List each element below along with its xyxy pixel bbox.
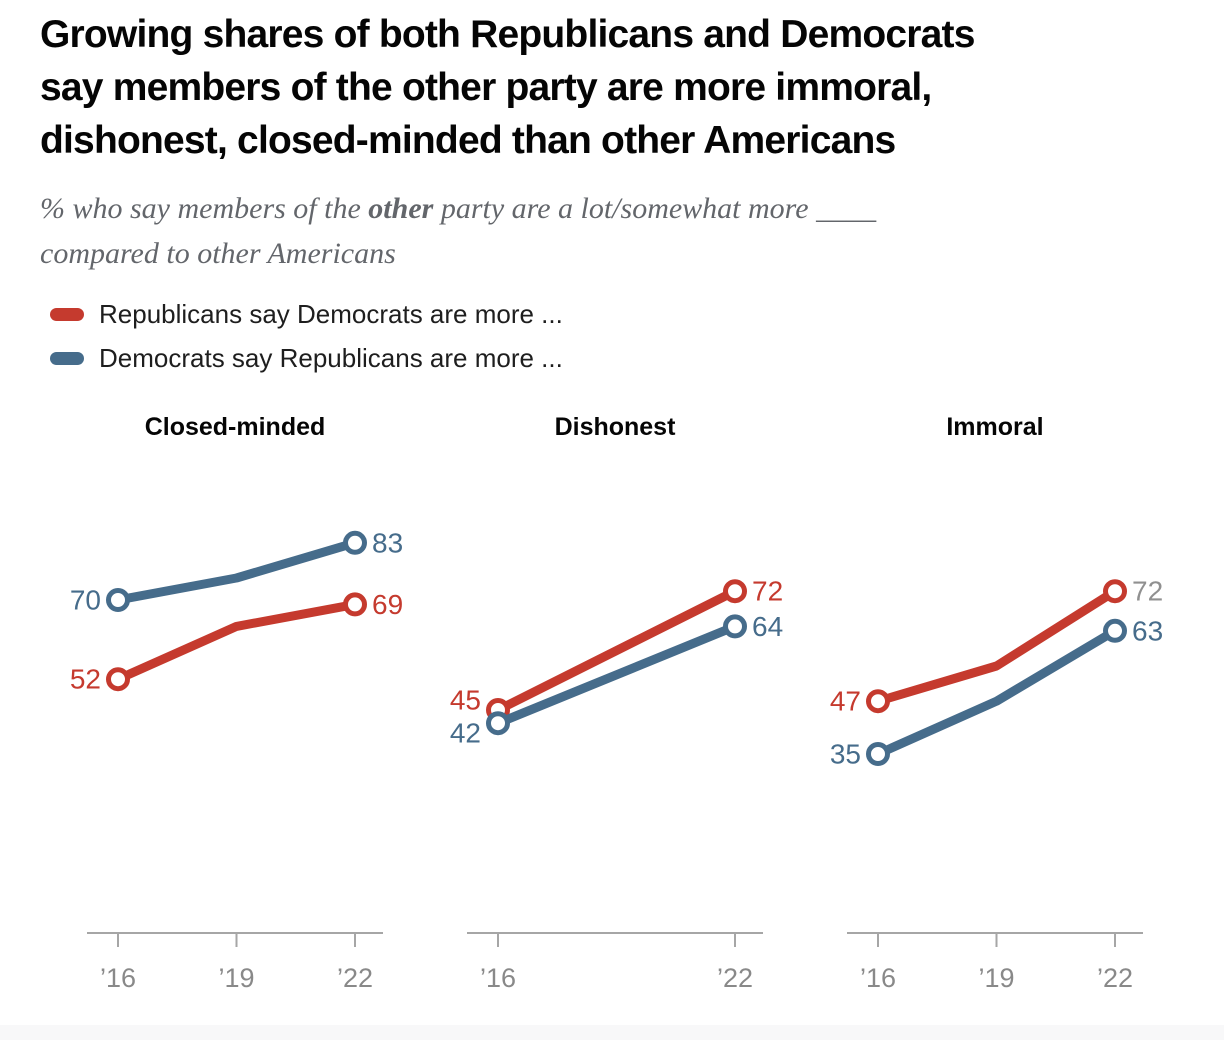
- axis-tick-label: ’19: [978, 963, 1014, 993]
- data-point-marker-democrat: [723, 614, 747, 639]
- panel-title: Closed-minded: [144, 413, 326, 441]
- data-point-marker-republican: [866, 689, 890, 714]
- panel-closed-minded: Closed-minded ’16 ’19 ’22 70 52 83 69: [45, 413, 425, 1000]
- data-point-marker-republican: [343, 592, 367, 617]
- series-line-democrat: [493, 621, 740, 728]
- data-point-marker-republican: [1103, 579, 1127, 604]
- value-label: 72: [752, 576, 783, 607]
- chart-subtitle: % who say members of the other party are…: [40, 186, 876, 276]
- value-label: 42: [450, 718, 481, 749]
- panel-chart-svg: ’16 ’19 ’22 70 52 83 69: [70, 527, 403, 993]
- value-label: 69: [372, 589, 403, 620]
- subtitle-bold-word: other: [368, 192, 434, 225]
- data-point-marker-republican: [723, 579, 747, 604]
- value-label: 64: [752, 611, 783, 642]
- panel-title: Immoral: [946, 413, 1044, 441]
- value-label: 47: [830, 686, 861, 717]
- axis-tick-label: ’16: [480, 963, 516, 993]
- legend-label: Democrats say Republicans are more ...: [99, 342, 563, 373]
- data-point-marker-republican: [106, 667, 130, 692]
- value-label: 45: [450, 685, 481, 716]
- legend-item-republicans: Republicans say Democrats are more ...: [50, 297, 563, 331]
- chart-legend: Republicans say Democrats are more ... D…: [50, 297, 563, 385]
- chart-title-line-2: say members of the other party are more …: [40, 66, 932, 109]
- chart-subtitle-line-2: compared to other Americans: [40, 237, 396, 270]
- series-line-republican: [873, 586, 1120, 706]
- panel-title: Dishonest: [554, 413, 676, 441]
- value-label: 72: [1132, 576, 1163, 607]
- republican-line-swatch-icon: [50, 307, 84, 321]
- data-point-marker-democrat: [866, 742, 890, 766]
- value-label: 63: [1132, 615, 1163, 646]
- axis-tick-label: ’19: [218, 963, 254, 993]
- axis-tick-label: ’16: [100, 963, 136, 993]
- value-label: 70: [70, 585, 101, 616]
- subtitle-blank: ____: [816, 192, 877, 225]
- chart-title-line-1: Growing shares of both Republicans and D…: [40, 13, 975, 56]
- data-point-marker-democrat: [343, 530, 367, 555]
- data-point-marker-democrat: [486, 711, 510, 736]
- value-label: 52: [70, 664, 101, 695]
- value-label: 35: [830, 739, 861, 770]
- axis-tick-label: ’16: [860, 963, 896, 993]
- axis-tick-label: ’22: [717, 963, 753, 993]
- series-line-democrat: [873, 626, 1120, 759]
- series-line-democrat: [113, 538, 360, 605]
- value-label: 83: [372, 527, 403, 558]
- axis-tick-label: ’22: [1097, 963, 1133, 993]
- panel-dishonest: Dishonest ’16 ’22 45 42 72 64: [425, 413, 805, 1000]
- chart-title-line-3: dishonest, closed-minded than other Amer…: [40, 119, 896, 162]
- democrat-line-swatch-icon: [50, 351, 84, 365]
- data-point-marker-democrat: [1103, 618, 1127, 643]
- panel-immoral: Immoral ’16 ’19 ’22 47 35 72 63: [805, 413, 1185, 1000]
- series-line-republican: [493, 586, 740, 715]
- panel-chart-svg: ’16 ’19 ’22 47 35 72 63: [830, 576, 1163, 993]
- data-point-marker-democrat: [106, 588, 130, 612]
- chart-subtitle-line-1: % who say members of the other party are…: [40, 192, 877, 225]
- axis-tick-label: ’22: [337, 963, 373, 993]
- footer-strip: [0, 1025, 1224, 1040]
- legend-item-democrats: Democrats say Republicans are more ...: [50, 341, 563, 375]
- series-line-republican: [113, 599, 360, 684]
- legend-label: Republicans say Democrats are more ...: [99, 298, 563, 329]
- chart-title: Growing shares of both Republicans and D…: [40, 8, 975, 167]
